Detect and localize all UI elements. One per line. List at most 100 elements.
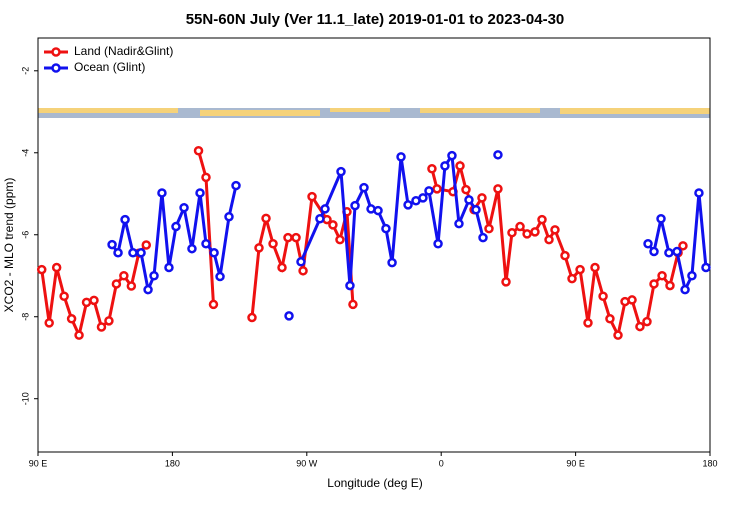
data-point bbox=[268, 239, 278, 249]
y-tick-label: -8 bbox=[20, 313, 30, 321]
data-point bbox=[254, 243, 264, 253]
data-point bbox=[664, 248, 674, 258]
data-point bbox=[66, 314, 77, 324]
data-point bbox=[575, 264, 585, 275]
x-tick-label: 180 bbox=[702, 458, 717, 468]
data-point bbox=[493, 184, 503, 194]
data-point bbox=[583, 318, 593, 328]
data-point bbox=[195, 188, 205, 198]
data-point bbox=[598, 291, 608, 301]
data-point bbox=[96, 322, 107, 332]
data-point bbox=[298, 266, 308, 276]
plot-frame bbox=[37, 37, 711, 453]
data-point bbox=[687, 270, 697, 281]
y-tick-label: -6 bbox=[20, 231, 30, 239]
data-point bbox=[484, 223, 494, 234]
y-tick-label: -2 bbox=[20, 67, 30, 75]
data-point bbox=[157, 188, 167, 198]
data-point bbox=[193, 145, 204, 156]
x-axis-label: Longitude (deg E) bbox=[327, 476, 422, 490]
data-point bbox=[89, 295, 99, 306]
data-point bbox=[478, 232, 488, 243]
data-point bbox=[427, 164, 437, 174]
data-point bbox=[74, 330, 84, 340]
data-point bbox=[107, 239, 117, 250]
data-point bbox=[590, 262, 600, 273]
data-point bbox=[296, 257, 306, 267]
data-point bbox=[315, 214, 325, 224]
data-point bbox=[141, 240, 152, 250]
data-point bbox=[605, 314, 615, 324]
data-point bbox=[126, 281, 137, 291]
data-point bbox=[201, 239, 211, 249]
data-point bbox=[447, 150, 457, 161]
data-point bbox=[530, 227, 540, 237]
data-point bbox=[187, 243, 197, 254]
data-point bbox=[277, 262, 287, 273]
legend-marker bbox=[51, 63, 61, 73]
data-point bbox=[665, 280, 675, 291]
x-tick-label: 0 bbox=[439, 458, 444, 468]
data-point bbox=[128, 248, 138, 258]
data-point bbox=[656, 214, 666, 224]
data-point bbox=[550, 225, 560, 235]
data-point bbox=[201, 172, 211, 183]
data-point bbox=[694, 188, 704, 198]
data-point bbox=[136, 248, 146, 258]
x-tick-label: 90 E bbox=[29, 458, 48, 468]
data-point bbox=[215, 271, 225, 282]
data-point bbox=[143, 284, 153, 295]
data-point bbox=[208, 299, 219, 310]
series-line bbox=[646, 192, 708, 295]
data-point bbox=[307, 191, 317, 202]
y-tick-label: -4 bbox=[20, 149, 30, 157]
legend-marker bbox=[51, 47, 61, 57]
data-point bbox=[231, 180, 241, 191]
data-point bbox=[454, 218, 464, 229]
data-point bbox=[396, 152, 406, 162]
data-point bbox=[537, 214, 547, 225]
data-point bbox=[164, 262, 174, 273]
data-point bbox=[649, 279, 659, 289]
data-point bbox=[477, 193, 487, 203]
data-point bbox=[284, 311, 294, 321]
data-point bbox=[635, 321, 645, 332]
data-point bbox=[224, 211, 234, 222]
data-point bbox=[283, 232, 293, 243]
data-point bbox=[403, 200, 413, 210]
x-tick-label: 180 bbox=[165, 458, 180, 468]
data-point bbox=[387, 257, 397, 268]
data-point bbox=[418, 193, 428, 203]
data-point bbox=[455, 161, 465, 171]
data-point bbox=[328, 220, 338, 230]
legend-label: Land (Nadir&Glint) bbox=[74, 44, 173, 58]
data-point bbox=[120, 214, 130, 225]
legend-label: Ocean (Glint) bbox=[74, 60, 145, 74]
data-point bbox=[471, 204, 481, 215]
data-point bbox=[247, 312, 257, 323]
data-point bbox=[209, 248, 219, 258]
data-point bbox=[171, 221, 181, 232]
data-point bbox=[657, 270, 667, 281]
data-point bbox=[373, 205, 383, 216]
data-point bbox=[350, 200, 360, 211]
data-point bbox=[291, 232, 301, 243]
data-point bbox=[560, 250, 570, 261]
y-tick-label: -10 bbox=[20, 392, 30, 405]
x-tick-label: 90 E bbox=[566, 458, 585, 468]
data-point bbox=[507, 227, 517, 238]
x-tick-label: 90 W bbox=[296, 458, 318, 468]
data-point bbox=[113, 248, 123, 258]
data-point bbox=[643, 239, 653, 249]
data-point bbox=[613, 330, 623, 340]
data-point bbox=[119, 270, 129, 281]
data-point bbox=[515, 221, 525, 232]
data-point bbox=[493, 150, 503, 160]
data-point bbox=[678, 241, 688, 251]
data-point bbox=[461, 184, 471, 195]
data-point bbox=[348, 299, 358, 310]
data-point bbox=[642, 316, 652, 327]
data-point bbox=[381, 223, 391, 234]
data-point bbox=[261, 213, 271, 224]
